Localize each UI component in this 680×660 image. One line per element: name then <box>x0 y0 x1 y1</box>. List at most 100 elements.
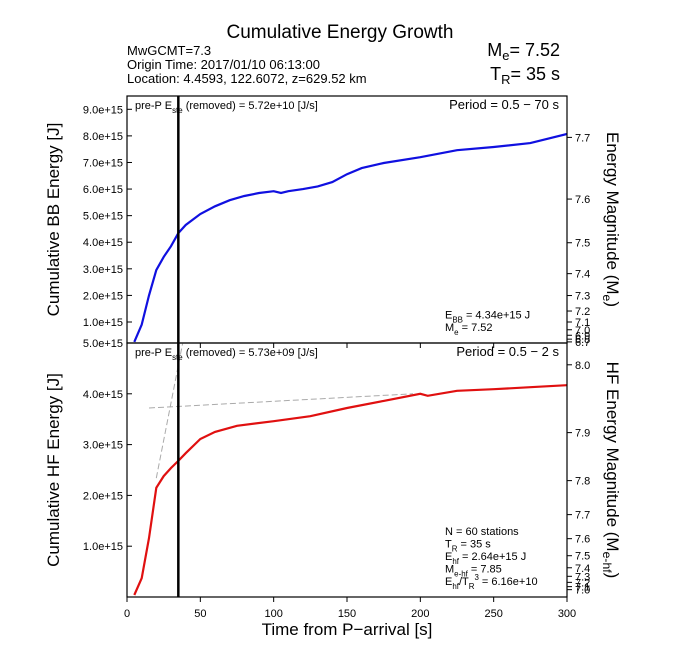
note-removed: pre-P Este (removed) = 5.72e+10 [J/s] <box>135 100 318 115</box>
note-result-part: E <box>445 551 452 563</box>
note-result-part: = 7.52 <box>459 322 493 334</box>
note-result: N = 60 stations <box>445 526 519 538</box>
y-tick-label: 7.0e+15 <box>83 157 123 169</box>
y-tick-label: 5.0e+15 <box>83 338 123 350</box>
note-result-part: 3 <box>474 573 479 582</box>
x-tick-label: 200 <box>411 608 429 620</box>
note-result-part: = 7.85 <box>468 564 502 576</box>
header-me-part: e <box>502 48 509 63</box>
note-result-part: E <box>445 576 452 588</box>
fit-line <box>155 343 184 479</box>
y2-tick-label: 7.7 <box>575 510 590 522</box>
y2-tick-label: 7.3 <box>575 291 590 303</box>
header-tr-part: = 35 s <box>510 64 560 84</box>
header-info: MwGCMT=7.3 <box>127 43 211 58</box>
note-period-part: Period = 0.5 − 2 s <box>456 344 559 359</box>
note-result-part: R <box>452 545 458 554</box>
header-me: Me= 7.52 <box>487 40 560 63</box>
y2-tick-label: 7.5 <box>575 238 590 250</box>
note-removed-part: ste <box>172 106 183 115</box>
note-result-part: = 2.64e+15 J <box>459 551 526 563</box>
y2-axis-label: Energy Magnitude (Me) <box>600 132 622 307</box>
y-tick-label: 1.0e+15 <box>83 541 123 553</box>
plot-frame <box>126 342 568 598</box>
header-tr-part: R <box>501 72 510 87</box>
header-me-part: = 7.52 <box>509 40 560 60</box>
note-result-part: hf <box>452 582 459 591</box>
y2-tick-label: 7.3 <box>575 571 590 583</box>
y-axis-label-part: Cumulative HF Energy [J] <box>44 373 63 567</box>
chart-title: Cumulative Energy Growth <box>226 22 453 43</box>
y-tick-label: 3.0e+15 <box>83 440 123 452</box>
note-removed-part: (removed) = 5.72e+10 [J/s] <box>183 100 318 112</box>
y-tick-label: 8.0e+15 <box>83 131 123 143</box>
data-line <box>133 384 567 596</box>
y2-tick-label: 7.1 <box>575 317 590 329</box>
y2-tick-label: 7.6 <box>575 534 590 546</box>
note-removed-part: ste <box>172 353 183 362</box>
data-line <box>133 132 567 343</box>
y2-axis-label-part: Energy Magnitude (M <box>603 132 622 295</box>
y-tick-label: 3.0e+15 <box>83 264 123 276</box>
x-tick-label: 100 <box>264 608 282 620</box>
note-removed: pre-P Este (removed) = 5.73e+09 [J/s] <box>135 347 318 362</box>
y-tick-label: 4.0e+15 <box>83 237 123 249</box>
x-tick-label: 250 <box>484 608 502 620</box>
fit-line <box>148 393 414 409</box>
y2-tick-label: 7.6 <box>575 194 590 206</box>
header-me-part: M <box>487 40 502 60</box>
note-result-part: = 4.34e+15 J <box>463 310 530 322</box>
y2-tick-label: 7.0 <box>575 585 590 597</box>
y2-tick-label: 7.7 <box>575 132 590 144</box>
note-result-part: T <box>445 539 452 551</box>
y2-tick-label: 7.4 <box>575 269 590 281</box>
y2-tick-label: 7.8 <box>575 476 590 488</box>
note-period-part: Period = 0.5 − 70 s <box>449 97 559 112</box>
header-tr: TR= 35 s <box>490 64 560 87</box>
y2-tick-label: 7.0 <box>575 325 590 337</box>
note-result-part: M <box>445 564 454 576</box>
y-tick-label: 1.0e+15 <box>83 317 123 329</box>
y2-tick-label: 8.0 <box>575 360 590 372</box>
y-axis-label: Cumulative BB Energy [J] <box>44 123 63 317</box>
y2-tick-label: 7.9 <box>575 428 590 440</box>
y-tick-label: 2.0e+15 <box>83 490 123 502</box>
y-tick-label: 9.0e+15 <box>83 104 123 116</box>
x-tick-label: 150 <box>338 608 356 620</box>
note-result-part: hf <box>452 557 459 566</box>
note-result-part: = 6.16e+10 <box>479 576 538 588</box>
y-tick-label: 6.0e+15 <box>83 184 123 196</box>
y-axis-label: Cumulative HF Energy [J] <box>44 373 63 567</box>
y2-axis-label-part: ) <box>603 573 622 579</box>
y2-axis-label: HF Energy Magnitude (Me-hf) <box>600 362 622 579</box>
x-axis-label: Time from P−arrival [s] <box>262 620 433 639</box>
note-result-part: M <box>445 322 454 334</box>
header-tr-part: T <box>490 64 501 84</box>
note-result: Ehf/TR3 = 6.16e+10 <box>445 573 538 591</box>
y2-tick-label: 7.4 <box>575 563 590 575</box>
y2-axis-label-part: ) <box>603 301 622 307</box>
note-result: TR = 35 s <box>445 539 491 554</box>
y2-axis-label-part: e <box>600 295 614 302</box>
y2-tick-label: 6.7 <box>575 337 590 349</box>
y2-tick-label: 7.2 <box>575 577 590 589</box>
note-result-part: E <box>445 310 452 322</box>
note-result-part: /T <box>459 576 469 588</box>
note-result-part: e-hf <box>454 570 468 579</box>
note-period: Period = 0.5 − 2 s <box>456 344 559 359</box>
note-result-part: R <box>469 582 475 591</box>
y2-tick-label: 7.2 <box>575 306 590 318</box>
y2-tick-label: 6.9 <box>575 330 590 342</box>
x-tick-label: 300 <box>558 608 576 620</box>
note-result: Me-hf = 7.85 <box>445 564 502 579</box>
y2-tick-label: 7.5 <box>575 551 590 563</box>
y2-tick-label: 6.8 <box>575 334 590 346</box>
note-result: Ehf = 2.64e+15 J <box>445 551 526 566</box>
note-result-part: N = 60 stations <box>445 526 519 538</box>
header-info: Origin Time: 2017/01/10 06:13:00 <box>127 57 320 72</box>
y-tick-label: 2.0e+15 <box>83 290 123 302</box>
y2-axis-label-part: e-hf <box>600 552 614 574</box>
note-removed-part: pre-P E <box>135 100 172 112</box>
note-result-part: e <box>454 328 459 337</box>
